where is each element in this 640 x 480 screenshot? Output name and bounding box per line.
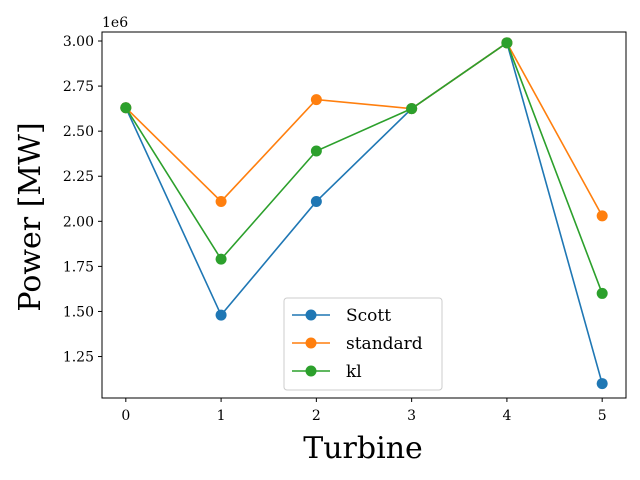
- data-point-kl: [120, 102, 132, 114]
- axes-layer: 0 1 2 3 4 5 1.25 1.50 1.75 2.00 2.25 2.50 2.75 3.00: [63, 31, 627, 424]
- y-tick-label: 2.25: [63, 169, 94, 185]
- series-line-standard: [125, 41, 603, 217]
- y-tick-label: 2.50: [63, 124, 94, 140]
- data-point-scott: [596, 378, 608, 390]
- y-tick-label: 1.25: [63, 350, 94, 366]
- legend: Scott standard kl: [283, 297, 443, 391]
- y-tick-label: 1.75: [63, 259, 94, 275]
- data-point-kl: [596, 287, 608, 299]
- x-tick-label: 1: [217, 408, 226, 424]
- data-point-kl: [310, 145, 322, 157]
- data-point-scott: [310, 195, 322, 207]
- series-line-scott: [125, 41, 603, 384]
- x-axis-label: Turbine: [303, 431, 423, 466]
- legend-marker-standard: [305, 337, 317, 349]
- data-point-kl: [215, 253, 227, 265]
- data-point-kl: [406, 103, 418, 115]
- x-tick-label: 4: [502, 408, 511, 424]
- legend-marker-scott: [305, 309, 317, 321]
- data-point-kl: [501, 37, 513, 49]
- x-tick-label: 3: [407, 408, 416, 424]
- data-point-standard: [310, 94, 322, 106]
- legend-marker-kl: [305, 365, 317, 377]
- data-point-standard: [596, 210, 608, 222]
- x-tick-label: 5: [598, 408, 607, 424]
- data-point-standard: [215, 195, 227, 207]
- y-tick-label: 2.75: [63, 79, 94, 95]
- legend-label-kl: kl: [346, 362, 362, 382]
- y-axis-offset-label: 1e6: [102, 15, 128, 31]
- y-axis-label: Power [MW]: [13, 122, 48, 311]
- series-layer: [120, 37, 608, 390]
- x-tick-label: 2: [312, 408, 321, 424]
- legend-label-scott: Scott: [346, 306, 391, 326]
- legend-label-standard: standard: [346, 334, 423, 354]
- y-tick-label: 2.00: [63, 214, 94, 230]
- x-tick-label: 0: [121, 408, 130, 424]
- y-tick-label: 1.50: [63, 304, 94, 320]
- y-tick-label: 3.00: [63, 34, 94, 50]
- plot-frame: [101, 31, 627, 399]
- data-point-scott: [215, 309, 227, 321]
- legend-box: [283, 297, 443, 391]
- series-line-kl: [125, 41, 603, 294]
